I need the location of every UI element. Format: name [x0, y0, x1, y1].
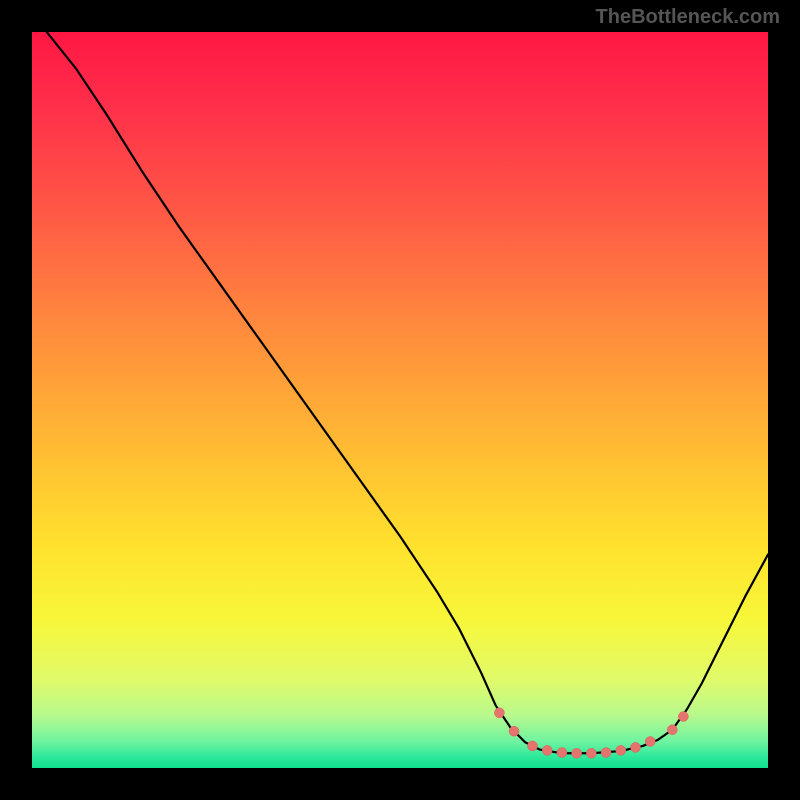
bottleneck-curve — [32, 32, 768, 768]
curve-marker — [601, 748, 611, 758]
curve-marker — [509, 726, 519, 736]
curve-marker — [631, 742, 641, 752]
curve-marker — [616, 745, 626, 755]
plot-area — [32, 32, 768, 768]
curve-marker — [494, 708, 504, 718]
watermark-text: TheBottleneck.com — [596, 6, 780, 29]
curve-marker — [586, 748, 596, 758]
curve-marker — [557, 748, 567, 758]
curve-marker — [527, 741, 537, 751]
curve-marker — [645, 737, 655, 747]
curve-marker — [572, 748, 582, 758]
curve-marker — [542, 745, 552, 755]
curve-marker — [678, 711, 688, 721]
curve-marker — [667, 725, 677, 735]
